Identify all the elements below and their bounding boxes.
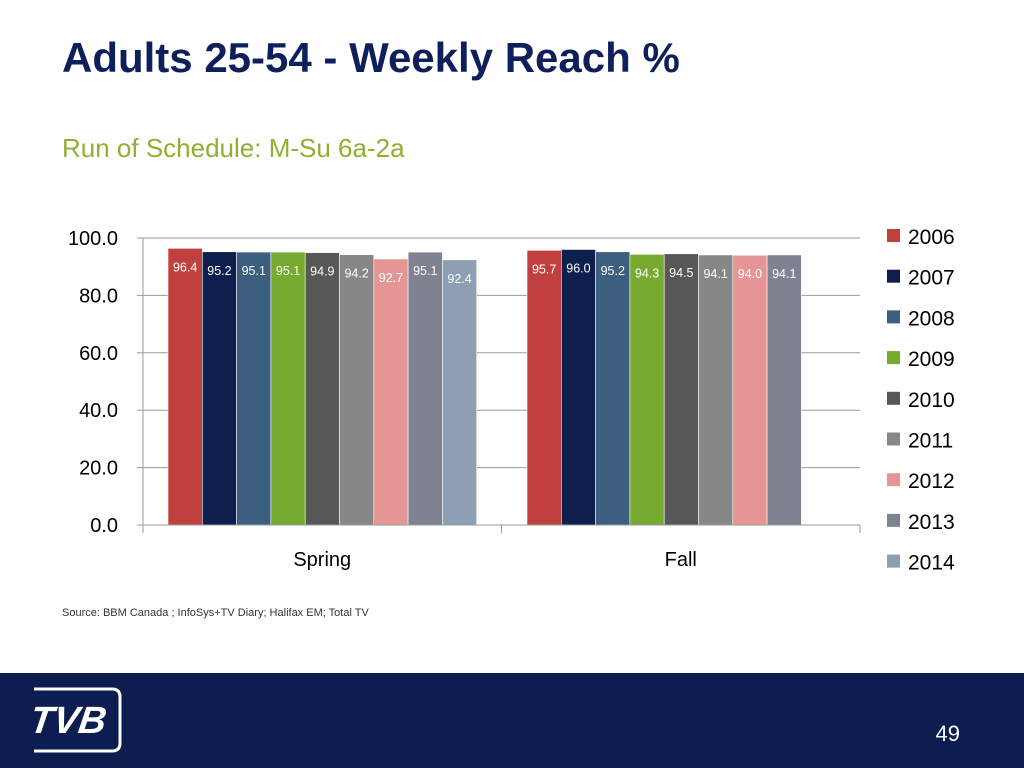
data-label: 94.0	[738, 267, 762, 281]
legend-swatch-2014	[887, 554, 900, 568]
data-label: 94.9	[310, 265, 334, 279]
data-label: 94.3	[635, 266, 659, 280]
data-label: 96.4	[173, 260, 197, 274]
bar-2006-fall	[526, 250, 562, 526]
legend-label-2013: 2013	[908, 511, 955, 534]
bar-2008-fall	[595, 251, 631, 526]
data-label: 94.1	[703, 267, 727, 281]
bar-2009-spring	[270, 251, 306, 526]
bar-2010-spring	[304, 252, 340, 526]
legend-swatch-2008	[887, 310, 900, 324]
y-tick-label: 80.0	[79, 285, 118, 307]
bar-2007-spring	[202, 251, 237, 526]
footer-bar: TVB 49	[0, 673, 1024, 768]
bar-2007-fall	[560, 249, 596, 526]
data-label: 94.1	[772, 267, 796, 281]
tvb-logo: TVB	[27, 687, 122, 753]
legend-label-2014: 2014	[908, 552, 955, 575]
y-tick-label: 100.0	[68, 228, 118, 250]
legend-swatch-2006	[887, 229, 900, 242]
slide-title: Adults 25-54 - Weekly Reach %	[62, 34, 680, 81]
legend-label-2012: 2012	[908, 470, 955, 493]
bar-2011-fall	[698, 254, 734, 526]
x-category-label: Fall	[665, 549, 697, 571]
y-tick-label: 60.0	[79, 343, 118, 365]
slide-subtitle: Run of Schedule: M-Su 6a-2a	[62, 133, 405, 163]
legend-label-2008: 2008	[908, 307, 955, 330]
legend-swatch-2012	[887, 473, 900, 487]
svg-text:TVB: TVB	[27, 699, 109, 742]
legend-swatch-2013	[887, 513, 900, 527]
y-tick-label: 20.0	[79, 458, 118, 480]
data-label: 95.1	[242, 264, 266, 278]
bar-2014-spring	[442, 259, 477, 526]
data-label: 95.2	[207, 264, 231, 278]
legend-swatch-2011	[887, 432, 900, 446]
legend-label-2009: 2009	[908, 348, 955, 371]
bar-2011-spring	[339, 254, 375, 526]
legend-swatch-2007	[887, 269, 900, 283]
source-note: Source: BBM Canada ; InfoSys+TV Diary; H…	[62, 607, 369, 619]
data-label: 95.2	[601, 264, 625, 278]
bar-2008-spring	[236, 251, 272, 526]
legend-label-2011: 2011	[908, 430, 953, 453]
data-label: 96.0	[566, 261, 590, 275]
legend-swatch-2010	[887, 391, 900, 405]
x-category-label: Spring	[293, 549, 351, 571]
legend-label-2010: 2010	[908, 389, 955, 412]
weekly-reach-chart: 96.4 95.7 95.2 96.0 95.1 95.2 95.1 94.3 94.9 94.5…	[68, 226, 955, 575]
y-tick-label: 0.0	[90, 515, 118, 537]
data-labels-layer: 96.4 95.7 95.2 96.0 95.1 95.2 95.1 94.3 94.9 94.5…	[173, 260, 796, 285]
data-label: 94.5	[669, 266, 693, 280]
data-label: 95.1	[413, 264, 437, 278]
axis-layer: 0.0 20.0 40.0 60.0 80.0 100.0 Spring Fall	[68, 228, 861, 571]
bars-layer	[167, 248, 802, 526]
legend-label-2007: 2007	[908, 267, 955, 290]
data-label: 95.1	[276, 264, 300, 278]
y-tick-label: 40.0	[79, 400, 118, 422]
bar-2013-spring	[407, 251, 443, 526]
data-label: 95.7	[532, 262, 556, 276]
data-label: 92.7	[379, 271, 403, 285]
bar-2012-fall	[732, 254, 768, 526]
legend-label-2006: 2006	[908, 226, 955, 249]
bar-2006-spring	[167, 248, 203, 526]
bar-2010-fall	[663, 253, 699, 526]
page-number: 49	[935, 721, 960, 746]
legend: 2006 2007 2008 2009 2010 2011 2012 2013 2014	[887, 226, 955, 575]
data-label: 92.4	[447, 272, 471, 286]
data-label: 94.2	[344, 267, 368, 281]
bar-2009-fall	[629, 254, 665, 526]
legend-swatch-2009	[887, 351, 900, 365]
bar-2012-spring	[373, 258, 409, 526]
bar-2013-fall	[766, 254, 802, 526]
